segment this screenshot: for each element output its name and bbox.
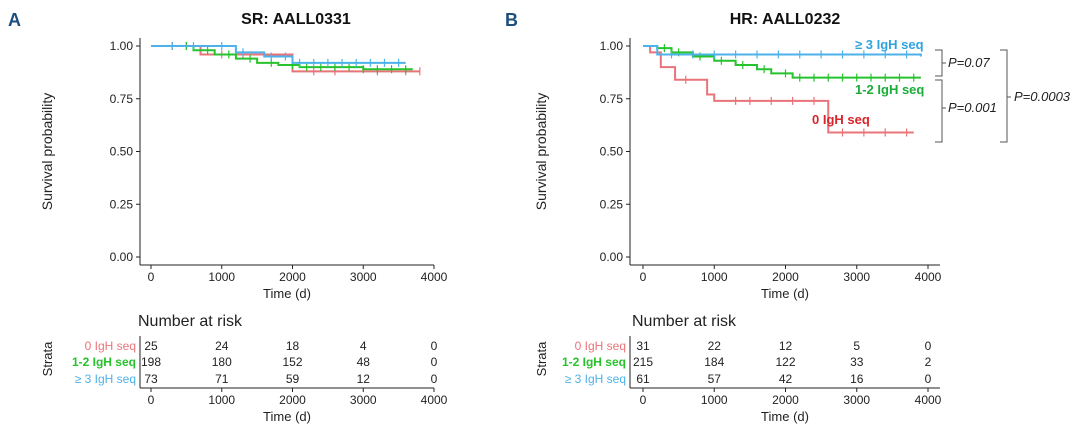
risk-cell: 0: [925, 372, 932, 386]
y-tick-label: 0.75: [110, 92, 134, 106]
risk-cell: 122: [775, 355, 795, 369]
risk-cell: 16: [850, 372, 864, 386]
panel-a: A SR: AALL0331 0.00 0.25 0.50 0.75 1.00 0 1000 20…: [8, 10, 448, 424]
km-curve-three_plus: [151, 45, 406, 64]
series-label-zero: 0 IgH seq: [812, 112, 870, 127]
risk-x-tick-label: 2000: [772, 393, 799, 407]
risk-cell: 25: [144, 339, 158, 353]
risk-x-tick-label: 1000: [208, 393, 235, 407]
risk-cell: 0: [431, 355, 438, 369]
x-axis-label: Time (d): [761, 286, 809, 301]
strata-label: Strata: [534, 341, 549, 376]
x-tick-label: 4000: [421, 270, 448, 284]
risk-cell: 184: [704, 355, 724, 369]
p-value-bottom: P=0.001: [948, 100, 997, 115]
risk-row-label: 0 IgH seq: [85, 339, 136, 353]
risk-table-title: Number at risk: [138, 313, 243, 330]
risk-cell: 22: [708, 339, 722, 353]
chart-title: HR: AALL0232: [730, 11, 841, 28]
risk-cell: 2: [925, 355, 932, 369]
series-label-one_two: 1-2 IgH seq: [855, 82, 924, 97]
y-axis-label: Survival probability: [533, 93, 549, 211]
panel-letter: B: [505, 10, 518, 30]
risk-row-label: ≥ 3 IgH seq: [565, 372, 626, 386]
risk-x-axis-label: Time (d): [263, 409, 311, 424]
risk-cell: 215: [633, 355, 653, 369]
risk-cell: 198: [141, 355, 161, 369]
risk-x-tick-label: 0: [148, 393, 155, 407]
risk-cell: 57: [708, 372, 722, 386]
risk-table-title: Number at risk: [632, 313, 737, 330]
risk-x-tick-label: 4000: [421, 393, 448, 407]
risk-cell: 31: [636, 339, 650, 353]
p-value-outer: P=0.0003: [1014, 89, 1071, 104]
x-tick-label: 0: [640, 270, 647, 284]
x-tick-label: 4000: [915, 270, 942, 284]
risk-x-tick-label: 4000: [915, 393, 942, 407]
y-tick-label: 0.25: [110, 197, 134, 211]
risk-cell: 42: [779, 372, 793, 386]
risk-cell: 4: [360, 339, 367, 353]
risk-cell: 24: [215, 339, 229, 353]
y-axis-label: Survival probability: [39, 93, 55, 211]
bracket-bottom: [935, 79, 943, 143]
risk-row-label: 0 IgH seq: [575, 339, 626, 353]
y-tick-label: 0.00: [600, 250, 624, 264]
risk-x-tick-label: 3000: [350, 393, 377, 407]
risk-cell: 152: [282, 355, 302, 369]
x-axis-label: Time (d): [263, 286, 311, 301]
x-tick-label: 1000: [208, 270, 235, 284]
risk-cell: 0: [431, 339, 438, 353]
strata-label: Strata: [40, 341, 55, 376]
risk-cell: 61: [636, 372, 650, 386]
risk-cell: 12: [779, 339, 793, 353]
risk-x-tick-label: 3000: [843, 393, 870, 407]
km-curve-one_two: [643, 45, 921, 79]
p-value-top: P=0.07: [948, 55, 990, 70]
risk-row-label: 1-2 IgH seq: [562, 355, 626, 369]
x-tick-label: 3000: [350, 270, 377, 284]
y-tick-label: 0.25: [600, 197, 624, 211]
x-tick-label: 0: [148, 270, 155, 284]
risk-cell: 73: [144, 372, 158, 386]
risk-cell: 12: [357, 372, 371, 386]
risk-cell: 71: [215, 372, 229, 386]
risk-x-tick-label: 2000: [279, 393, 306, 407]
risk-cell: 18: [286, 339, 300, 353]
risk-cell: 33: [850, 355, 864, 369]
x-tick-label: 3000: [843, 270, 870, 284]
y-tick-label: 0.75: [600, 92, 624, 106]
y-tick-label: 0.50: [110, 145, 134, 159]
x-tick-label: 2000: [279, 270, 306, 284]
risk-cell: 59: [286, 372, 300, 386]
risk-row-label: ≥ 3 IgH seq: [75, 372, 136, 386]
risk-cell: 180: [212, 355, 232, 369]
risk-x-tick-label: 1000: [701, 393, 728, 407]
risk-cell: 5: [853, 339, 860, 353]
y-tick-label: 1.00: [110, 39, 134, 53]
bracket-top: [935, 49, 943, 77]
risk-cell: 48: [357, 355, 371, 369]
risk-x-axis-label: Time (d): [761, 409, 809, 424]
km-curve-one_two: [151, 45, 413, 71]
panel-letter: A: [8, 10, 21, 30]
bracket-outer: [1000, 49, 1008, 143]
risk-x-tick-label: 0: [640, 393, 647, 407]
risk-cell: 0: [925, 339, 932, 353]
x-tick-label: 1000: [701, 270, 728, 284]
chart-title: SR: AALL0331: [241, 11, 351, 28]
risk-cell: 0: [431, 372, 438, 386]
y-tick-label: 1.00: [600, 39, 624, 53]
risk-row-label: 1-2 IgH seq: [72, 355, 136, 369]
series-label-three_plus: ≥ 3 IgH seq: [855, 37, 924, 52]
y-tick-label: 0.50: [600, 145, 624, 159]
x-tick-label: 2000: [772, 270, 799, 284]
y-tick-label: 0.00: [110, 250, 134, 264]
